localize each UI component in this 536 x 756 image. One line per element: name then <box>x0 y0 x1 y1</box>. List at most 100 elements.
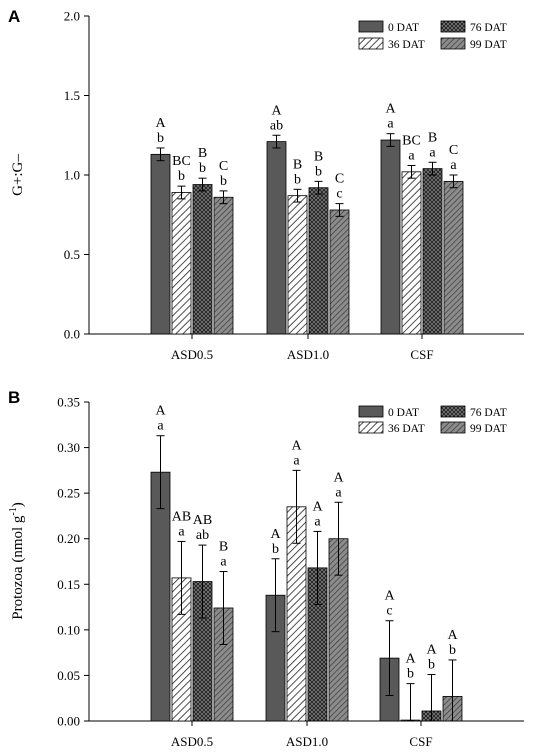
significance-upper: A <box>447 628 458 643</box>
significance-lower: b <box>220 174 227 189</box>
significance-lower: a <box>293 453 300 468</box>
x-tick-label: CSF <box>409 734 432 749</box>
significance-lower: a <box>157 419 164 434</box>
bar <box>192 184 213 335</box>
significance-upper: A <box>270 527 281 542</box>
significance-upper: A <box>426 643 437 658</box>
y-tick-label: 0.10 <box>57 622 80 637</box>
significance-upper: A <box>384 589 395 604</box>
y-tick-label: 0.20 <box>57 531 80 546</box>
y-tick-label: 2.0 <box>64 9 80 24</box>
y-tick-label: 0.05 <box>57 668 80 683</box>
y-axis-label: G+:G– <box>10 154 26 196</box>
bar <box>287 195 308 335</box>
bar <box>329 209 350 335</box>
significance-upper: A <box>333 470 344 485</box>
significance-upper: A <box>405 652 416 667</box>
bar <box>213 196 234 335</box>
significance-upper: A <box>271 103 282 118</box>
bar <box>150 471 171 722</box>
significance-lower: b <box>178 169 185 184</box>
y-tick-label: 0.35 <box>57 395 80 410</box>
legend-swatch <box>440 20 466 33</box>
y-tick-label: 0.15 <box>57 577 80 592</box>
bar <box>443 180 464 335</box>
significance-lower: a <box>387 117 394 132</box>
x-tick-label: ASD1.0 <box>286 734 328 749</box>
legend-label: 0 DAT <box>388 22 419 34</box>
significance-lower: a <box>335 485 342 500</box>
significance-upper: A <box>385 102 396 117</box>
legend-swatch <box>358 20 384 33</box>
legend-swatch <box>358 37 384 50</box>
x-tick-label: ASD1.0 <box>287 347 329 362</box>
significance-upper: C <box>219 159 228 174</box>
legend-label: 0 DAT <box>388 407 419 419</box>
y-axis-label: Protozoa (nmol g-1) <box>8 502 26 620</box>
significance-upper: BC <box>402 133 421 148</box>
x-tick-label: CSF <box>410 347 433 362</box>
bar <box>401 171 422 335</box>
significance-lower: c <box>336 187 342 202</box>
significance-lower: b <box>449 643 456 658</box>
significance-lower: a <box>408 148 415 163</box>
legend-swatch <box>440 405 466 418</box>
significance-upper: B <box>314 149 323 164</box>
x-tick-label: ASD0.5 <box>171 734 213 749</box>
bar <box>380 139 401 335</box>
significance-lower: b <box>199 161 206 176</box>
bar <box>266 141 287 335</box>
bar <box>171 192 192 335</box>
significance-lower: ab <box>196 528 209 543</box>
significance-lower: b <box>428 658 435 673</box>
significance-lower: b <box>294 172 301 187</box>
y-tick-label: 0.25 <box>57 486 80 501</box>
significance-upper: C <box>449 143 458 158</box>
legend-label: 76 DAT <box>470 22 507 34</box>
panel-b-chart: B 0.00 0.05 0.10 0.15 0.20 0.25 0.30 0.35 Protozo… <box>8 388 524 749</box>
significance-lower: a <box>429 145 436 160</box>
y-tick-label: 0.0 <box>64 327 80 342</box>
panel-letter: B <box>8 388 20 407</box>
significance-upper: B <box>198 146 207 161</box>
y-tick-label: 1.0 <box>64 168 80 183</box>
legend-label: 36 DAT <box>388 423 425 435</box>
significance-upper: AB <box>172 509 191 524</box>
significance-lower: b <box>157 131 164 146</box>
legend-swatch <box>358 405 384 418</box>
significance-lower: b <box>315 164 322 179</box>
significance-upper: AB <box>193 513 212 528</box>
significance-upper: A <box>155 116 166 131</box>
bar <box>150 153 171 335</box>
bar <box>422 168 443 335</box>
significance-upper: A <box>312 499 323 514</box>
legend-label: 36 DAT <box>388 39 425 51</box>
significance-upper: A <box>291 438 302 453</box>
y-tick-label: 0.00 <box>57 714 80 729</box>
y-tick-label: 0.30 <box>57 440 80 455</box>
significance-upper: BC <box>172 154 191 169</box>
legend-label: 76 DAT <box>470 407 507 419</box>
significance-lower: ab <box>270 118 283 133</box>
significance-upper: C <box>335 172 344 187</box>
significance-upper: B <box>219 540 228 555</box>
legend-label: 99 DAT <box>470 423 507 435</box>
significance-upper: A <box>155 404 166 419</box>
significance-upper: B <box>428 130 437 145</box>
significance-lower: a <box>178 524 185 539</box>
x-tick-label: ASD0.5 <box>171 347 213 362</box>
significance-upper: B <box>293 157 302 172</box>
legend-swatch <box>358 421 384 434</box>
significance-lower: c <box>386 604 392 619</box>
legend-swatch <box>440 37 466 50</box>
panel-letter: A <box>8 7 20 26</box>
legend-swatch <box>440 421 466 434</box>
significance-lower: a <box>314 514 321 529</box>
y-tick-label: 0.5 <box>64 247 80 262</box>
significance-lower: b <box>407 667 414 682</box>
significance-lower: b <box>272 542 279 557</box>
y-tick-label: 1.5 <box>64 88 80 103</box>
significance-lower: a <box>450 158 457 173</box>
